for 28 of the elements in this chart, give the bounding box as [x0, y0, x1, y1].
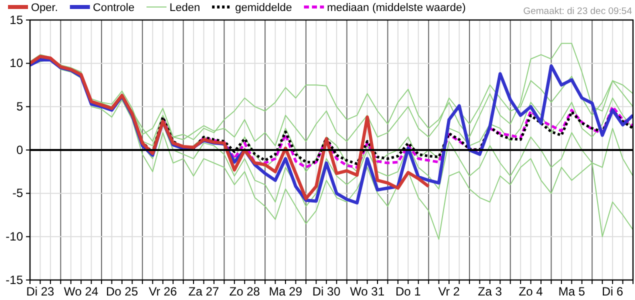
x-tick-label: Za 27 — [188, 284, 220, 299]
y-tick-label: -15 — [6, 272, 24, 287]
x-tick-label: Za 3 — [478, 284, 502, 299]
x-tick-label: Di 30 — [312, 284, 341, 299]
x-tick-label: Vr 26 — [148, 284, 178, 299]
x-tick-label: Do 1 — [395, 284, 422, 299]
legend-label: gemiddelde — [235, 2, 292, 14]
x-tick-label: Do 25 — [106, 284, 138, 299]
x-tick-label: Ma 29 — [268, 284, 303, 299]
y-tick-label: 0 — [16, 142, 24, 157]
x-tick-label: Zo 4 — [518, 284, 544, 299]
y-tick-label: -10 — [6, 230, 24, 244]
x-tick-label: Wo 24 — [64, 284, 99, 299]
x-tick-label: Vr 2 — [438, 284, 460, 299]
legend-label: Leden — [169, 2, 200, 14]
legend-label: Controle — [92, 2, 134, 14]
legend-label: Oper. — [31, 2, 58, 14]
x-tick-label: Di 6 — [602, 284, 624, 299]
x-tick-label: Ma 5 — [558, 284, 586, 299]
x-tick-label: Wo 31 — [350, 284, 385, 299]
x-tick-label: Zo 28 — [229, 284, 260, 299]
y-tick-label: 10 — [10, 56, 24, 70]
y-tick-label: 15 — [10, 12, 24, 27]
x-tick-label: Di 23 — [26, 284, 55, 299]
y-tick-label: 5 — [16, 100, 24, 114]
legend-label: mediaan (middelste waarde) — [326, 2, 466, 14]
y-tick-label: -5 — [12, 186, 24, 200]
text: Gemaakt: di 23 dec 09:54 — [523, 6, 632, 17]
